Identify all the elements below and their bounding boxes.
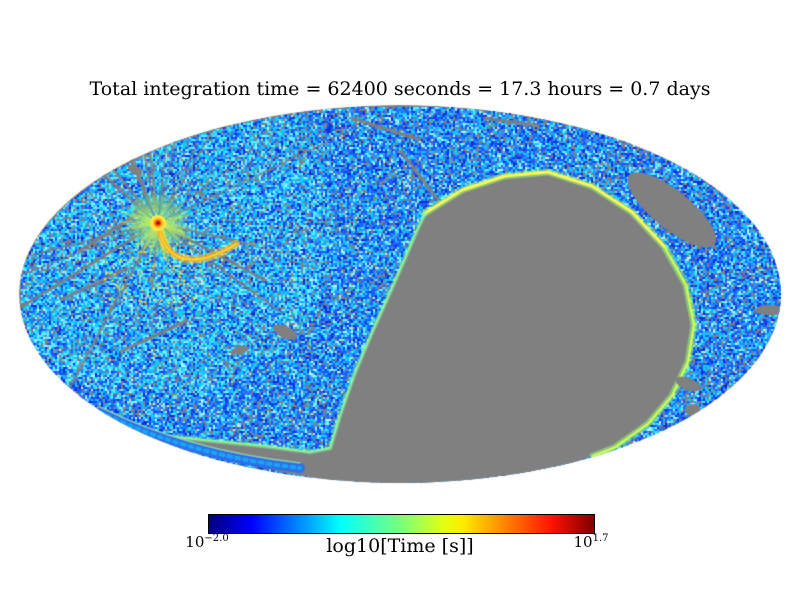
colorbar-max-tick-exp: 1.7 xyxy=(592,533,609,544)
colorbar-gradient xyxy=(208,514,595,534)
colorbar-label: log10[Time [s]] xyxy=(326,535,474,557)
colorbar-min-tick-exp: −2.0 xyxy=(204,533,229,544)
colorbar-min-tick: 10−2.0 xyxy=(185,533,228,551)
colorbar-min-tick-base: 10 xyxy=(185,533,205,551)
colorbar-max-tick: 101.7 xyxy=(574,533,609,551)
colorbar-max-tick-base: 10 xyxy=(573,533,593,551)
